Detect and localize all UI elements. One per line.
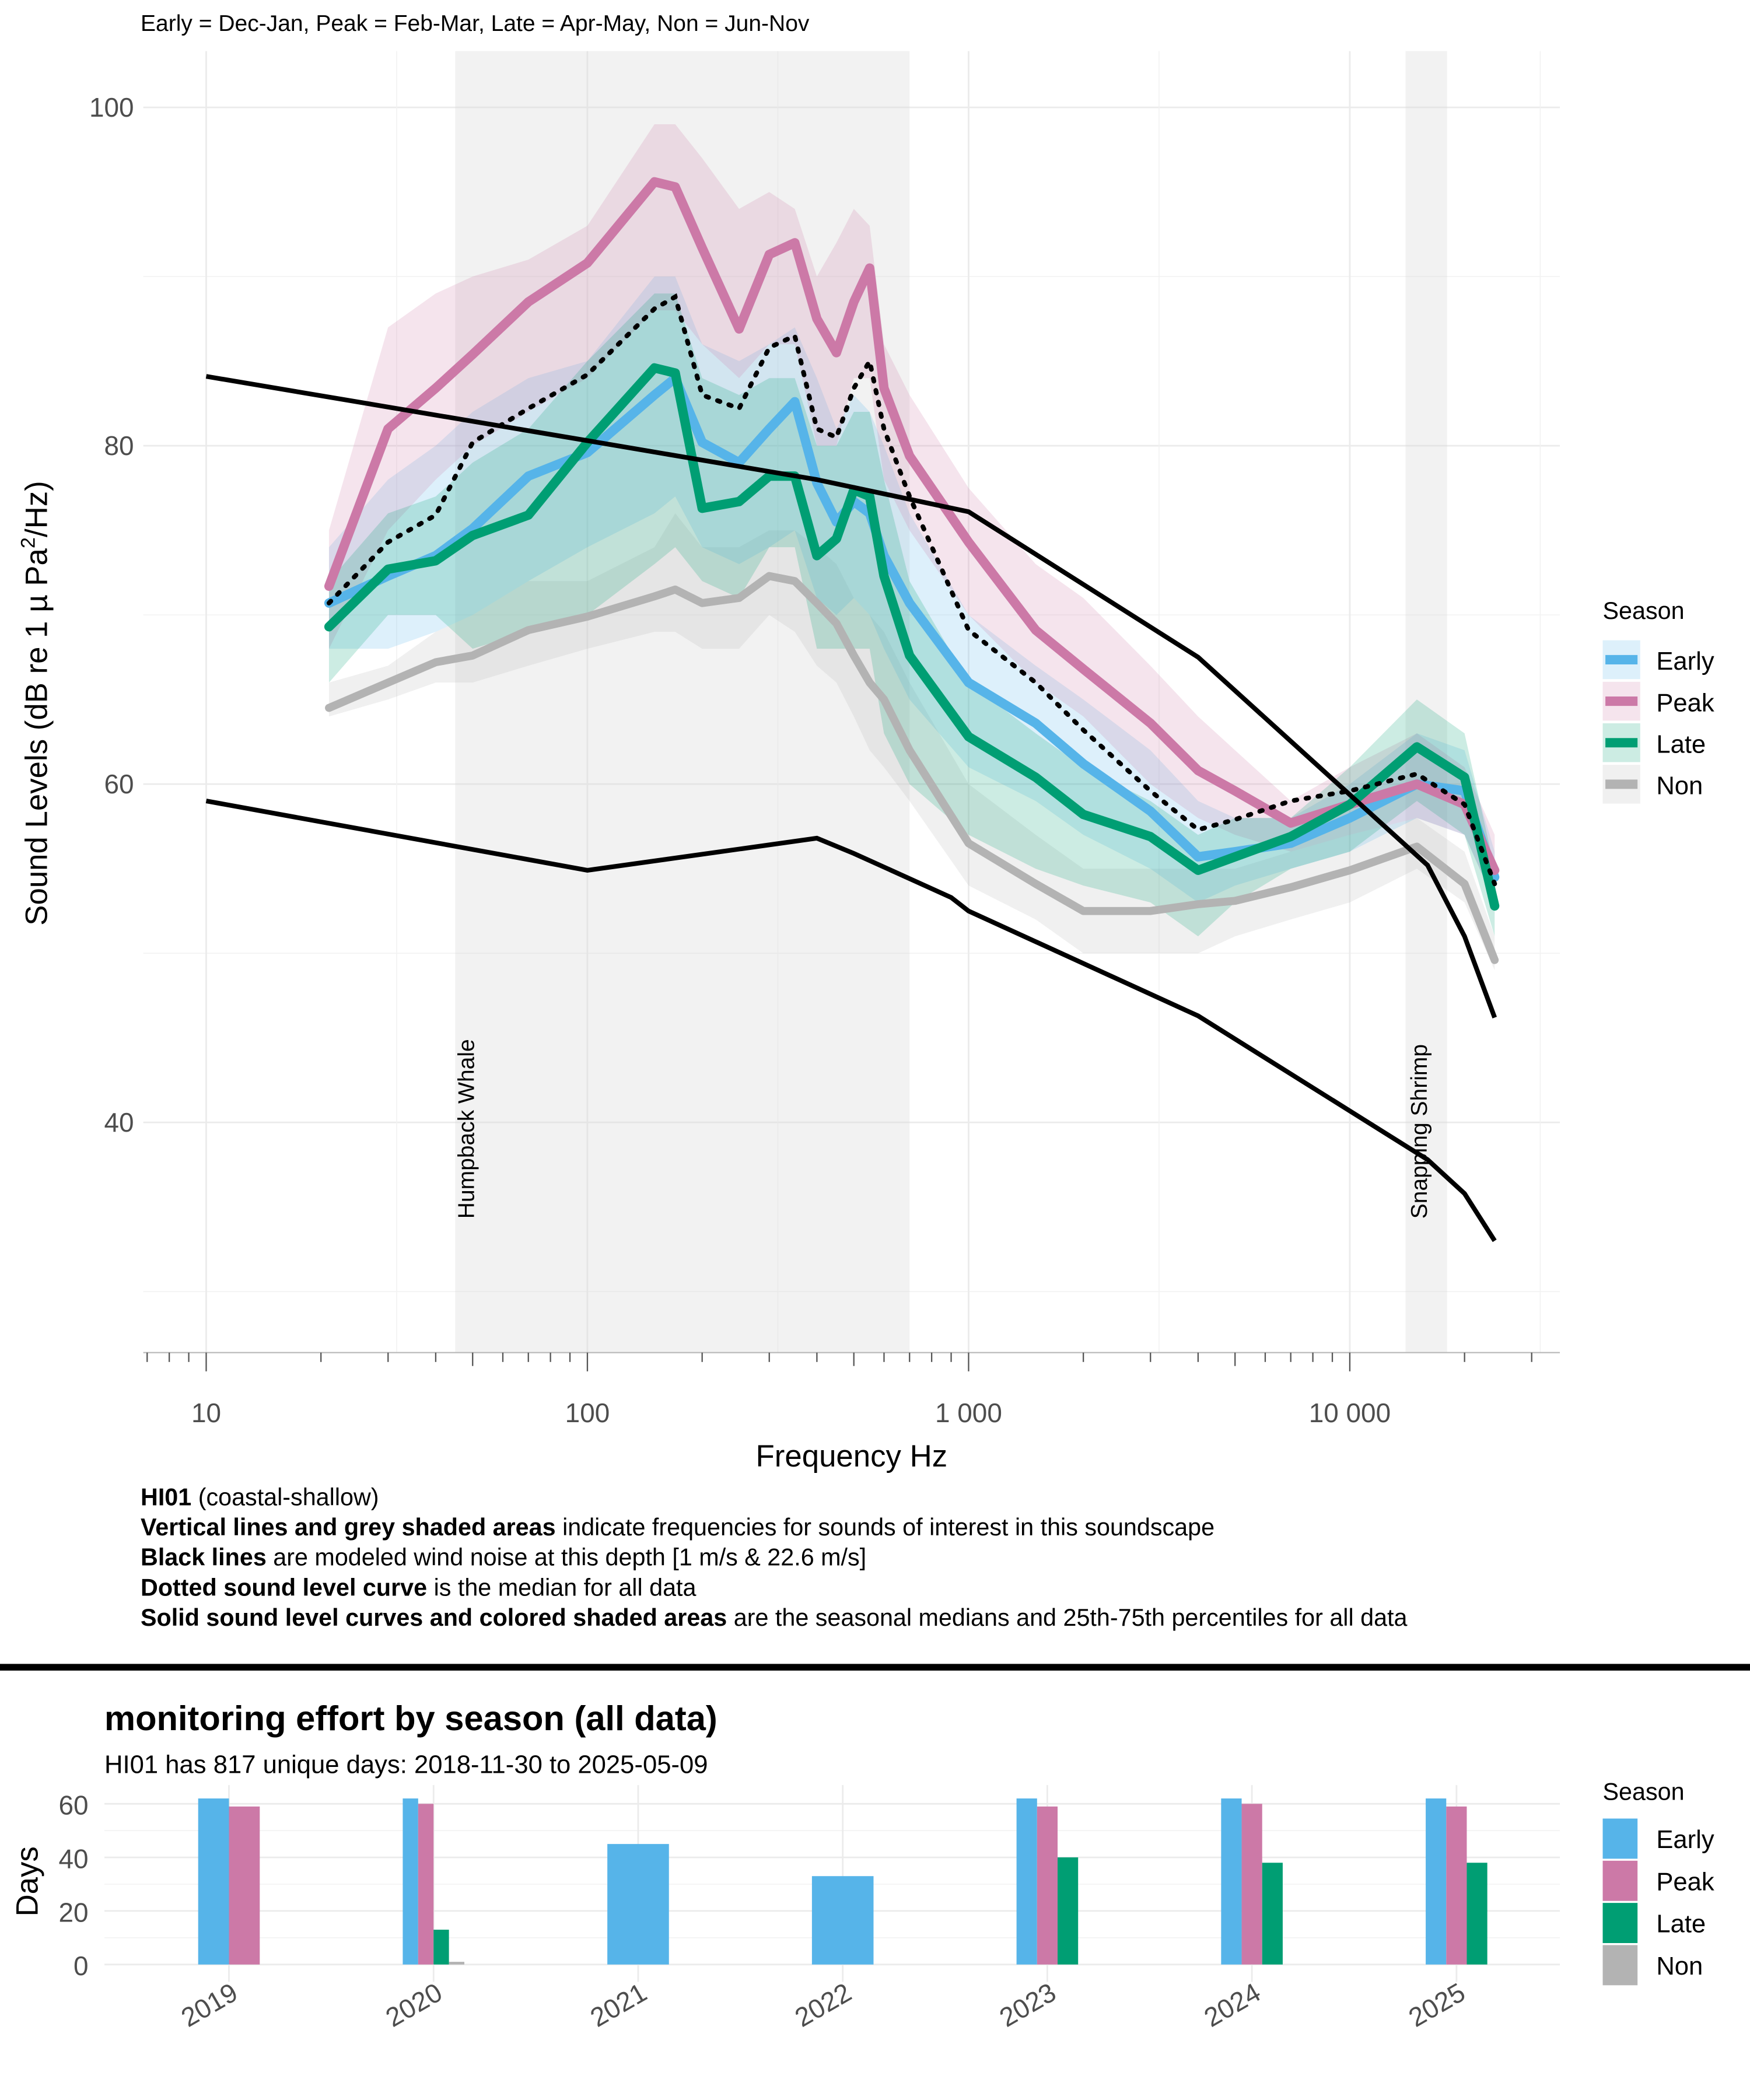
y-tick-label: 0 [74,1951,89,1981]
bar-early-2025 [1426,1798,1447,1965]
x-axis-title: Frequency Hz [756,1439,948,1474]
median-line-peak [324,177,1500,875]
sound-label: Snapping Shrimp [1407,1044,1432,1219]
x-tick-label: 1 000 [935,1398,1002,1428]
bar-early-2021 [607,1844,669,1965]
caption-line: HI01 (coastal-shallow) [141,1483,379,1510]
season-definition-subtitle: Early = Dec-Jan, Peak = Feb-Mar, Late = … [141,11,810,36]
legend-title: Season [1603,1778,1685,1805]
legend-key [1602,1945,1638,1986]
bar-early-2024 [1221,1798,1242,1965]
caption-line: Dotted sound level curve is the median f… [141,1574,696,1601]
legend-label: Early [1656,648,1714,676]
x-tick-label: 2025 [1404,1977,1470,2033]
spectrum-axes: Frequency Hz Sound Levels (dB re 1 µ Pa2… [18,481,947,1474]
iqr-band-early [328,276,1495,903]
bar-early-2023 [1016,1798,1037,1965]
x-tick-label: 2022 [790,1977,856,2033]
y-axis-title: Sound Levels (dB re 1 µ Pa2/Hz) [18,481,54,925]
y-tick-label: 100 [89,92,134,123]
x-tick-label: 10 [191,1398,221,1428]
caption-segment: Black lines [141,1544,267,1571]
bar-late-2025 [1466,1863,1488,1965]
y-tick-label: 20 [58,1897,88,1927]
median-line-non [325,572,1499,964]
wind-noise-line [205,799,1497,1242]
caption-segment: (coastal-shallow) [191,1483,379,1510]
x-tick-label: 2024 [1199,1977,1265,2033]
legend-label: Late [1656,730,1706,758]
x-tick-label: 2020 [380,1977,447,2033]
legend-label: Non [1656,1952,1703,1980]
bar-legend: Season Early Peak Late Non [1602,1778,1714,1986]
caption-segment: indicate frequencies for sounds of inter… [556,1514,1214,1541]
wind-noise-line [205,374,1497,1019]
legend-label: Early [1656,1826,1714,1854]
caption-segment: are the seasonal medians and 25th-75th p… [727,1604,1407,1631]
sound-of-interest-band [455,51,910,1353]
iqr-band-non [328,513,1495,971]
y-tick-label: 40 [104,1107,134,1138]
y-tick-label: 60 [58,1790,88,1821]
y-tick-label: 40 [58,1843,88,1874]
caption-line: Black lines are modeled wind noise at th… [141,1544,866,1571]
bar-chart-title: monitoring effort by season (all data) [104,1699,718,1738]
spectrum-chart: Humpback Whale Snapping Shrimp 10 100 1 000 1… [89,51,1560,1428]
legend-label: Peak [1656,689,1714,717]
y-tick-label: 60 [104,769,134,799]
bar-y-axis-title: Days [10,1846,44,1916]
spectrum-legend: Season Early Peak Late Non [1602,597,1714,804]
caption-segment: is the median for all data [427,1574,696,1601]
x-tick-label: 100 [565,1398,610,1428]
iqr-band-late [328,293,1495,937]
x-tick-label: 10 000 [1309,1398,1391,1428]
x-tick-label: 2023 [994,1977,1060,2033]
caption-segment: HI01 [141,1483,191,1510]
bar-peak-2020 [418,1804,434,1965]
all-data-median-line [326,293,1497,887]
bar-late-2020 [433,1930,449,1965]
bar-peak-2019 [229,1806,260,1965]
legend-label: Late [1656,1910,1706,1938]
caption-segment: Vertical lines and grey shaded areas [141,1514,556,1541]
bar-late-2023 [1058,1857,1079,1965]
legend-key [1602,1860,1638,1901]
bar-peak-2025 [1446,1806,1467,1965]
bar-chart-subtitle: HI01 has 817 unique days: 2018-11-30 to … [104,1751,708,1779]
bar-early-2019 [198,1798,229,1965]
iqr-band-peak [328,124,1495,903]
caption-line: Solid sound level curves and colored sha… [141,1604,1408,1631]
bar-early-2022 [811,1876,874,1965]
legend-title: Season [1603,597,1685,624]
bar-early-2020 [402,1798,418,1965]
x-tick-label: 2021 [585,1977,652,2033]
legend-key [1602,1818,1638,1859]
caption-segment: Solid sound level curves and colored sha… [141,1604,727,1631]
effort-bar-chart: 0 20 40 60 2019 2020 2021 2022 2023 2024 2025 [58,1785,1560,2033]
sound-label: Humpback Whale [454,1039,479,1219]
legend-key [1602,1903,1638,1943]
legend-label: Peak [1656,1868,1714,1896]
caption-segment: are modeled wind noise at this depth [1 … [267,1544,866,1571]
y-tick-label: 80 [104,430,134,461]
caption: HI01 (coastal-shallow) Vertical lines and… [141,1483,1408,1631]
caption-line: Vertical lines and grey shaded areas ind… [141,1514,1214,1541]
bar-peak-2023 [1037,1806,1058,1965]
bar-late-2024 [1262,1863,1283,1965]
legend-label: Non [1656,772,1703,800]
x-tick-label: 2019 [176,1977,242,2033]
bar-non-2020 [449,1962,465,1965]
sound-of-interest-band [1405,51,1447,1353]
bar-peak-2024 [1241,1804,1262,1965]
caption-segment: Dotted sound level curve [141,1574,427,1601]
